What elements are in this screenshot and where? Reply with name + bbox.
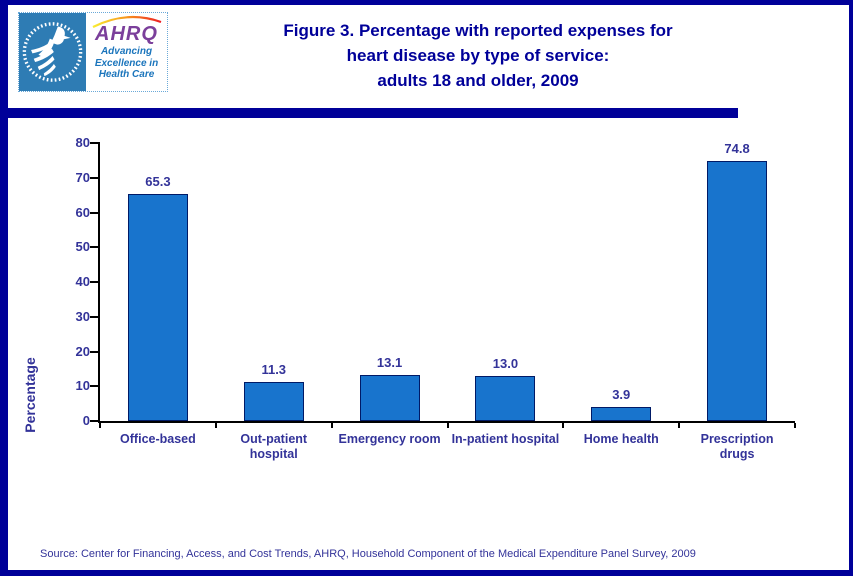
- category-label: Emergency room: [338, 432, 441, 446]
- y-tick-mark: [90, 420, 98, 422]
- x-tick-mark: [446, 423, 449, 428]
- y-tick-mark: [90, 281, 98, 283]
- category-label: Home health: [583, 432, 659, 446]
- header-divider: [8, 108, 738, 118]
- bar-value-label: 13.1: [376, 355, 403, 370]
- ahrq-tagline: Advancing Excellence in Health Care: [86, 46, 167, 81]
- category-label: Out-patient hospital: [240, 432, 308, 461]
- y-axis-title: Percentage: [22, 357, 38, 433]
- bar: [475, 376, 536, 421]
- y-tick-label: 40: [75, 274, 90, 289]
- bar: [127, 194, 188, 421]
- bar-value-label: 74.8: [724, 141, 750, 156]
- y-axis-line: [98, 142, 100, 423]
- y-tick-label: 50: [75, 239, 90, 255]
- bar-value-label: 65.3: [145, 174, 171, 189]
- y-tick-label: 70: [75, 169, 90, 185]
- x-axis-line: [98, 421, 795, 423]
- y-tick-mark: [90, 315, 98, 318]
- y-tick-label: 10: [75, 378, 90, 394]
- y-tick-label: 20: [75, 343, 90, 359]
- bar: [707, 161, 768, 421]
- tagline-line: Excellence in: [94, 57, 159, 69]
- bar: [359, 375, 420, 421]
- ahrq-logo: AHRQ Advancing Excellence in Health Care: [18, 12, 168, 92]
- rainbow-arc-icon: [92, 15, 161, 28]
- y-tick-mark: [90, 176, 98, 179]
- y-tick-mark: [90, 211, 98, 214]
- ahrq-wordmark-block: AHRQ Advancing Excellence in Health Care: [86, 13, 167, 91]
- figure-title-line-3: adults 18 and older, 2009: [377, 71, 579, 90]
- source-note: Source: Center for Financing, Access, an…: [40, 548, 696, 560]
- x-tick-mark: [330, 423, 333, 428]
- x-tick-mark: [214, 423, 217, 428]
- y-tick-mark: [90, 246, 98, 249]
- x-tick-mark: [562, 423, 565, 428]
- y-tick-mark: [90, 385, 98, 388]
- bar-value-label: 13.0: [492, 356, 519, 371]
- x-tick-mark: [678, 423, 681, 428]
- y-tick-mark: [90, 350, 98, 353]
- bar: [243, 382, 304, 421]
- y-tick-label: 0: [82, 413, 90, 428]
- y-tick-label: 60: [75, 204, 90, 220]
- tagline-line: Advancing: [100, 46, 153, 57]
- category-label: In-patient hospital: [451, 432, 560, 446]
- y-tick-label: 80: [75, 135, 90, 150]
- y-tick-label: 30: [75, 308, 90, 324]
- y-tick-mark: [90, 142, 98, 144]
- category-label: Office-based: [120, 432, 196, 446]
- hhs-eagle-seal-icon: [19, 13, 86, 91]
- figure-title-line-1: Figure 3. Percentage with reported expen…: [283, 21, 673, 40]
- bar-chart: Percentage 0 10 20 30 40 50 60 70 80 65.3 Office-b…: [8, 118, 849, 538]
- ahrq-acronym: AHRQ: [95, 23, 158, 45]
- tagline-line: Health Care: [98, 69, 155, 80]
- figure-title-line-2: heart disease by type of service:: [346, 46, 610, 65]
- figure-title: Figure 3. Percentage with reported expen…: [158, 18, 798, 93]
- bar-value-label: 11.3: [261, 362, 287, 377]
- bar-value-label: 3.9: [612, 387, 631, 402]
- category-label: Prescription drugs: [700, 432, 774, 461]
- x-tick-mark: [794, 423, 796, 428]
- bar: [591, 407, 652, 421]
- x-tick-mark: [99, 423, 101, 428]
